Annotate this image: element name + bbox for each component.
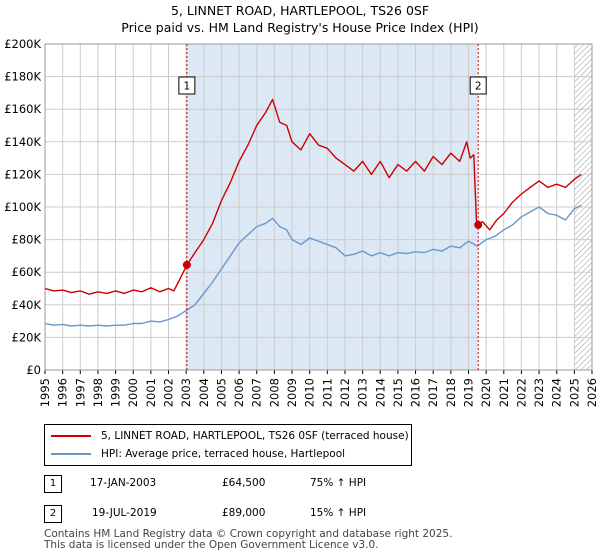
- x-tick-label: 1996: [56, 378, 70, 407]
- x-tick-label: 1995: [38, 378, 52, 407]
- price-chart: £0 £20K £40K £60K £80K £100K £120K £140K £160K £1…: [4, 37, 599, 407]
- x-tick-label: 2021: [497, 378, 511, 407]
- sale-marker-label: 1: [184, 81, 191, 93]
- footer-copyright: Contains HM Land Registry data © Crown c…: [44, 528, 453, 540]
- sale-marker-badge: [178, 76, 196, 95]
- legend-hpi-line: [51, 453, 91, 455]
- transaction-price: £64,500: [222, 477, 266, 489]
- x-tick-label: 2023: [532, 378, 546, 407]
- x-tick-label: 2015: [391, 378, 405, 407]
- x-tick-label: 1997: [73, 378, 87, 407]
- price-series-line: [44, 98, 582, 295]
- transaction-price: £89,000: [222, 507, 266, 519]
- chart-title: 5, LINNET ROAD, HARTLEPOOL, TS26 0SF: [170, 3, 430, 18]
- x-tick-label: 2009: [285, 378, 299, 407]
- x-tick-label: 2011: [320, 378, 334, 407]
- y-tick-label: £200K: [4, 37, 41, 51]
- y-tick-label: £0: [26, 363, 41, 377]
- y-tick-label: £80K: [12, 233, 42, 247]
- x-tick-label: 2020: [479, 378, 493, 407]
- legend-price-label: 5, LINNET ROAD, HARTLEPOOL, TS26 0SF (te…: [101, 430, 409, 442]
- y-tick-label: £160K: [4, 102, 41, 116]
- x-tick-label: 2006: [232, 378, 246, 407]
- x-tick-label: 2004: [197, 378, 211, 407]
- x-tick-label: 2014: [373, 378, 387, 407]
- x-tick-label: 2022: [514, 378, 528, 407]
- x-tick-label: 2002: [162, 378, 176, 407]
- x-tick-label: 2001: [144, 378, 158, 407]
- y-tick-label: £180K: [4, 70, 41, 84]
- x-tick-label: 2005: [214, 378, 228, 407]
- x-tick-label: 2018: [444, 378, 458, 407]
- legend-hpi-label: HPI: Average price, terraced house, Hart…: [101, 448, 346, 460]
- legend-price-line: [51, 435, 91, 437]
- x-tick-label: 2012: [338, 378, 352, 407]
- x-tick-label: 2008: [267, 378, 281, 407]
- sale-point: [182, 260, 191, 269]
- y-tick-label: £60K: [12, 265, 42, 279]
- hpi-series-line: [44, 204, 582, 327]
- chart-subtitle: Price paid vs. HM Land Registry's House …: [121, 20, 479, 35]
- y-tick-label: £140K: [4, 135, 41, 149]
- table-row: 2 19-JUL-2019 £89,000 15% ↑ HPI: [44, 505, 600, 525]
- x-tick-label: 2013: [356, 378, 370, 407]
- y-tick-label: £120K: [4, 167, 41, 181]
- x-tick-label: 1999: [109, 378, 123, 407]
- x-tick-label: 2003: [179, 378, 193, 407]
- x-tick-label: 2017: [426, 378, 440, 407]
- sale-marker-label: 2: [475, 81, 482, 93]
- transaction-badge: 2: [44, 505, 62, 523]
- x-tick-label: 2000: [126, 378, 140, 407]
- y-tick-label: £100K: [4, 200, 41, 214]
- y-tick-label: £40K: [12, 298, 42, 312]
- y-tick-label: £20K: [12, 330, 42, 344]
- plot-frame: [44, 43, 593, 371]
- x-tick-label: 2016: [409, 378, 423, 407]
- transaction-badge: 1: [44, 475, 62, 493]
- footer: Contains HM Land Registry data © Crown c…: [44, 529, 452, 551]
- x-tick-label: 2007: [250, 378, 264, 407]
- transaction-hpi: 75% ↑ HPI: [310, 477, 367, 489]
- sale-marker-badge: [469, 76, 487, 95]
- legend-item-price: 5, LINNET ROAD, HARTLEPOOL, TS26 0SF (te…: [51, 428, 409, 444]
- x-tick-label: 2025: [567, 378, 581, 407]
- x-tick-label: 1998: [91, 378, 105, 407]
- table-row: 1 17-JAN-2003 £64,500 75% ↑ HPI: [44, 475, 600, 495]
- sale-point: [474, 220, 483, 229]
- transaction-date: 17-JAN-2003: [90, 477, 157, 489]
- x-tick-label: 2024: [550, 378, 564, 407]
- x-tick-label: 2026: [585, 378, 599, 407]
- legend: 5, LINNET ROAD, HARTLEPOOL, TS26 0SF (te…: [44, 424, 412, 466]
- x-tick-label: 2019: [461, 378, 475, 407]
- transaction-hpi: 15% ↑ HPI: [310, 507, 367, 519]
- transaction-date: 19-JUL-2019: [92, 507, 157, 519]
- footer-licence: This data is licensed under the Open Gov…: [44, 539, 379, 551]
- x-tick-label: 2010: [303, 378, 317, 407]
- legend-item-hpi: HPI: Average price, terraced house, Hart…: [51, 446, 345, 462]
